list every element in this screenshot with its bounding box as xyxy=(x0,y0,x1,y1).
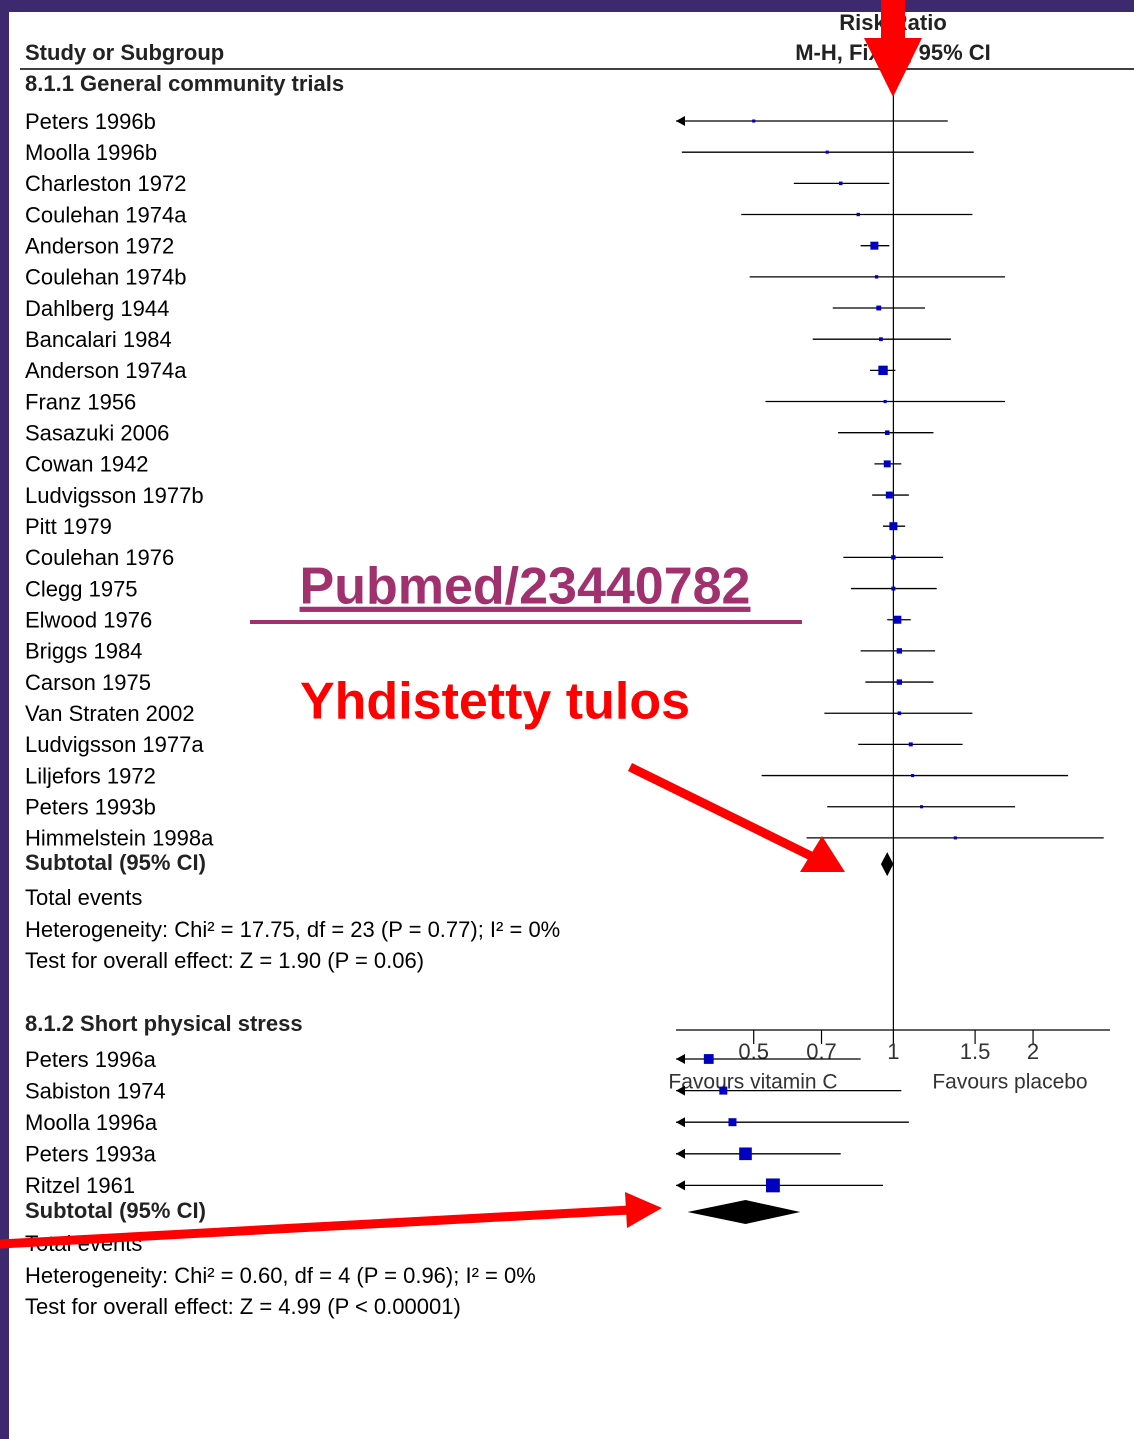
arrow-shaft xyxy=(0,1205,631,1249)
point-estimate xyxy=(876,305,882,311)
arrow-shaft xyxy=(628,762,817,863)
point-estimate xyxy=(879,337,883,342)
ci-arrow xyxy=(676,1054,685,1064)
x-tick-label: 0.5 xyxy=(738,1039,769,1064)
point-estimate xyxy=(919,805,924,809)
study-name: Anderson 1972 xyxy=(25,233,174,258)
study-name: Anderson 1974a xyxy=(25,358,187,383)
arrow-head xyxy=(800,836,845,872)
group-title: 8.1.2 Short physical stress xyxy=(25,1011,303,1036)
point-estimate xyxy=(739,1147,752,1161)
x-tick-label: 1 xyxy=(887,1039,899,1064)
x-tick-label: 2 xyxy=(1027,1039,1039,1064)
ci-arrow xyxy=(676,116,685,126)
study-name: Bancalari 1984 xyxy=(25,327,172,352)
point-estimate xyxy=(765,1178,780,1193)
study-name: Dahlberg 1944 xyxy=(25,296,169,321)
study-name: Charleston 1972 xyxy=(25,171,186,196)
x-tick-label: 0.7 xyxy=(806,1039,837,1064)
point-estimate xyxy=(870,241,879,250)
study-name: Elwood 1976 xyxy=(25,608,152,633)
study-name: Cowan 1942 xyxy=(25,452,149,477)
study-name: Peters 1993b xyxy=(25,795,156,820)
study-name: Ludvigsson 1977a xyxy=(25,732,204,757)
ci-arrow xyxy=(676,1085,685,1096)
point-estimate xyxy=(897,711,902,716)
study-name: Briggs 1984 xyxy=(25,639,142,664)
point-estimate xyxy=(893,615,902,624)
study-name: Moolla 1996a xyxy=(25,1110,158,1135)
point-estimate xyxy=(896,648,903,654)
left-border xyxy=(0,0,9,1439)
heterogeneity: Heterogeneity: Chi² = 17.75, df = 23 (P … xyxy=(25,917,560,942)
study-name: Carson 1975 xyxy=(25,670,151,695)
point-estimate xyxy=(891,586,896,591)
subtotal-label: Subtotal (95% CI) xyxy=(25,850,206,875)
point-estimate xyxy=(719,1086,728,1095)
point-estimate xyxy=(878,365,888,376)
point-estimate xyxy=(911,774,915,778)
point-estimate xyxy=(884,430,890,435)
study-name: Himmelstein 1998a xyxy=(25,826,214,851)
study-name: Sasazuki 2006 xyxy=(25,421,169,446)
subtotal-label: Subtotal (95% CI) xyxy=(25,1198,206,1223)
point-estimate xyxy=(908,742,913,747)
group-title: 8.1.1 General community trials xyxy=(25,71,344,96)
point-estimate xyxy=(896,679,903,685)
point-estimate xyxy=(883,399,887,404)
point-estimate xyxy=(825,150,829,154)
total-events: Total events xyxy=(25,885,142,910)
point-estimate xyxy=(703,1054,714,1064)
source-annotation: Pubmed/23440782 xyxy=(300,558,751,616)
x-tick-label: 1.5 xyxy=(960,1039,991,1064)
study-name: Pitt 1979 xyxy=(25,514,112,539)
study-name: Peters 1993a xyxy=(25,1142,157,1167)
overall-effect: Test for overall effect: Z = 4.99 (P < 0… xyxy=(25,1294,461,1319)
study-name: Van Straten 2002 xyxy=(25,701,195,726)
study-name: Moolla 1996b xyxy=(25,140,157,165)
point-estimate xyxy=(953,836,957,840)
study-name: Clegg 1975 xyxy=(25,576,138,601)
study-name: Peters 1996b xyxy=(25,109,156,134)
top-border xyxy=(0,0,1134,12)
point-estimate xyxy=(885,491,893,499)
subtotal-diamond xyxy=(880,852,894,877)
point-estimate xyxy=(856,212,860,217)
ci-arrow xyxy=(676,1148,685,1159)
study-name: Sabiston 1974 xyxy=(25,1078,166,1103)
favours-left: Favours vitamin C xyxy=(668,1071,837,1094)
plot-area: 0.5 0.7 1 1.5 2 8.1.1 General community trial… xyxy=(25,70,1110,1319)
top-arrow xyxy=(864,0,922,97)
study-name: Coulehan 1976 xyxy=(25,545,174,570)
point-estimate xyxy=(889,522,898,531)
point-estimate xyxy=(883,460,891,468)
ci-arrow xyxy=(676,1180,685,1191)
study-name: Franz 1956 xyxy=(25,389,136,414)
point-estimate xyxy=(752,119,756,123)
point-estimate xyxy=(874,275,879,279)
point-estimate xyxy=(838,181,843,186)
subtotal-diamond xyxy=(687,1200,801,1224)
favours-right: Favours placebo xyxy=(932,1071,1087,1094)
arrow-head xyxy=(625,1192,662,1228)
point-estimate xyxy=(891,555,896,560)
point-estimate xyxy=(728,1118,737,1127)
study-name: Ritzel 1961 xyxy=(25,1173,135,1198)
study-name: Coulehan 1974a xyxy=(25,202,187,227)
note-annotation: Yhdistetty tulos xyxy=(300,673,690,731)
study-name: Coulehan 1974b xyxy=(25,265,186,290)
study-header: Study or Subgroup xyxy=(25,40,224,65)
overall-effect: Test for overall effect: Z = 1.90 (P = 0… xyxy=(25,948,424,973)
heterogeneity: Heterogeneity: Chi² = 0.60, df = 4 (P = … xyxy=(25,1263,536,1288)
study-name: Liljefors 1972 xyxy=(25,763,156,788)
ci-arrow xyxy=(676,1117,685,1128)
study-name: Peters 1996a xyxy=(25,1047,157,1072)
study-name: Ludvigsson 1977b xyxy=(25,483,204,508)
